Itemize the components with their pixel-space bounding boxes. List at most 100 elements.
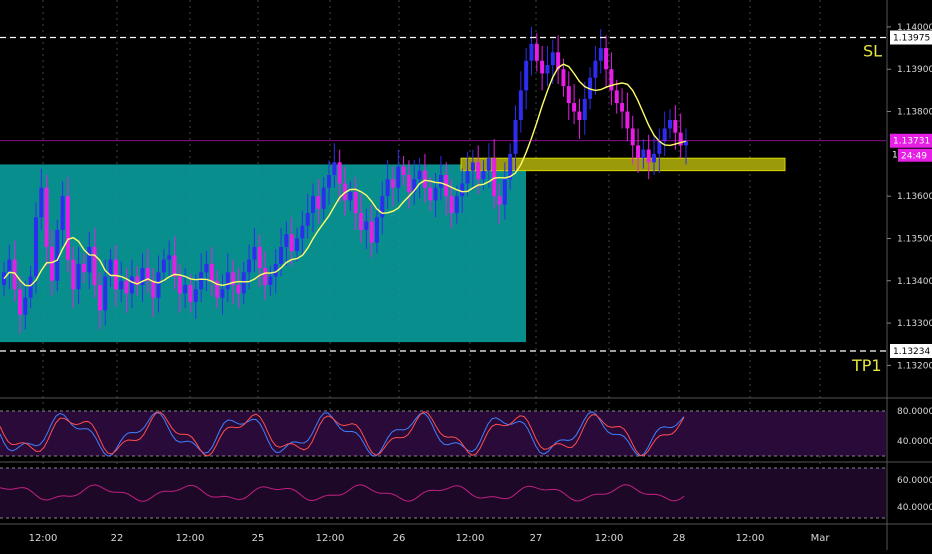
- bear-candle: [172, 255, 177, 277]
- bear-candle: [497, 196, 502, 205]
- bull-candle: [305, 213, 310, 226]
- take-profit-price-tag-bg: [890, 344, 932, 358]
- price-tick-label: 1.13600: [897, 192, 932, 202]
- bear-candle: [476, 162, 481, 180]
- bull-candle: [470, 162, 475, 171]
- bull-candle: [199, 272, 204, 290]
- bear-candle: [44, 187, 49, 247]
- bull-candle: [241, 272, 246, 294]
- bull-candle: [545, 65, 550, 74]
- price-tick-label: 1.13400: [897, 277, 932, 287]
- bull-candle: [385, 179, 390, 197]
- bull-candle: [284, 234, 289, 247]
- bear-candle: [646, 149, 651, 163]
- bear-candle: [449, 196, 454, 214]
- bear-candle: [71, 259, 76, 290]
- bull-candle: [60, 196, 65, 230]
- rsi-line: [0, 484, 685, 502]
- bull-candle: [508, 153, 513, 180]
- bear-candle: [428, 187, 433, 201]
- stochastic-d-line: [0, 411, 685, 457]
- rsi-level-label: 40.0000: [897, 503, 932, 513]
- bull-candle: [641, 149, 646, 159]
- time-axis-label: 12:00: [736, 533, 765, 544]
- bear-candle: [401, 166, 406, 175]
- bull-candle: [524, 60, 529, 91]
- bull-candle: [348, 191, 353, 201]
- take-profit-label: TP1: [851, 356, 882, 375]
- price-tick-label: 1.13200: [897, 361, 932, 371]
- bull-candle: [273, 263, 278, 277]
- time-axis-label: 27: [530, 533, 543, 544]
- stop-loss-price-tag: 1.13975: [893, 34, 930, 44]
- bear-candle: [337, 162, 342, 184]
- bull-candle: [662, 128, 667, 142]
- time-axis-label: 25: [252, 533, 265, 544]
- countdown-bg: [898, 148, 932, 162]
- bear-candle: [534, 43, 539, 61]
- bull-candle: [582, 98, 587, 120]
- bear-candle: [263, 268, 268, 285]
- bull-candle: [332, 162, 337, 175]
- bull-candle: [167, 255, 172, 260]
- bear-candle: [540, 60, 545, 74]
- time-axis-label: 12:00: [176, 533, 205, 544]
- bear-candle: [97, 285, 102, 311]
- bull-candle: [183, 285, 188, 294]
- bear-candle: [353, 191, 358, 214]
- bull-candle: [598, 48, 603, 61]
- stochastic-level-label: 40.0000: [897, 437, 932, 447]
- bull-candle: [518, 90, 523, 120]
- price-tick-label: 1.13300: [897, 319, 932, 329]
- time-axis-label: 12:00: [316, 533, 345, 544]
- bear-candle: [620, 103, 625, 112]
- bull-candle: [657, 141, 662, 154]
- bear-candle: [390, 179, 395, 188]
- bear-candle: [604, 48, 609, 70]
- price-tick-label: 1.13800: [897, 108, 932, 118]
- bull-candle: [161, 259, 166, 273]
- rsi-band: [0, 468, 886, 518]
- stochastic-band: [0, 411, 886, 456]
- bull-candle: [268, 276, 273, 285]
- bull-candle: [327, 175, 332, 188]
- bear-candle: [188, 285, 193, 302]
- hidden-price-marker: 1: [892, 151, 898, 161]
- bear-candle: [369, 221, 374, 243]
- bull-candle: [465, 170, 470, 184]
- bull-candle: [321, 187, 326, 209]
- bull-candle: [129, 276, 134, 294]
- bull-candle: [454, 196, 459, 214]
- stop-loss-price-tag-bg: [890, 30, 932, 45]
- bull-candle: [433, 187, 438, 201]
- bull-candle: [204, 263, 209, 273]
- bull-candle: [220, 289, 225, 298]
- bear-candle: [209, 263, 214, 281]
- bull-candle: [588, 77, 593, 99]
- bull-candle: [23, 297, 28, 315]
- take-profit-price-tag: 1.13234: [893, 347, 930, 357]
- bear-candle: [316, 196, 321, 209]
- rsi-level-label: 60.0000: [897, 476, 932, 486]
- bear-candle: [422, 170, 427, 188]
- bull-candle: [550, 52, 555, 65]
- bull-candle: [374, 217, 379, 243]
- bear-candle: [92, 246, 97, 285]
- bear-candle: [177, 276, 182, 294]
- bear-candle: [289, 234, 294, 252]
- time-axis-label: 12:00: [595, 533, 624, 544]
- bear-candle: [65, 196, 70, 260]
- current-price-tag: 1.13731: [893, 137, 930, 147]
- bear-candle: [614, 90, 619, 104]
- time-axis-label: 28: [673, 533, 686, 544]
- bull-candle: [668, 120, 673, 129]
- time-axis-label: 22: [111, 533, 124, 544]
- bear-candle: [492, 158, 497, 197]
- bull-candle: [593, 60, 598, 78]
- price-tick-label: 1.13500: [897, 234, 932, 244]
- countdown-label: 24:49: [901, 152, 927, 162]
- bear-candle: [124, 280, 129, 294]
- bull-candle: [247, 259, 252, 273]
